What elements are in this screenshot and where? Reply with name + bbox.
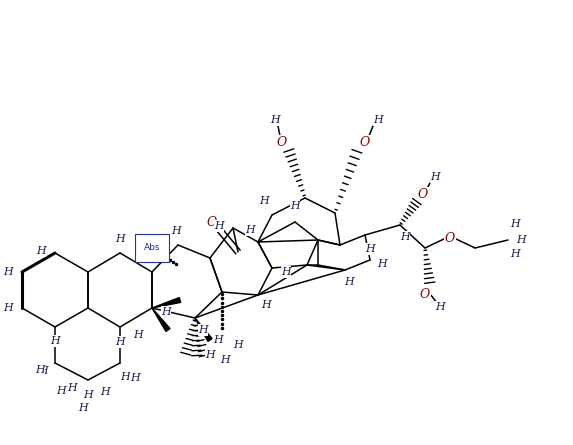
Text: H: H — [245, 225, 255, 235]
Text: H: H — [3, 303, 13, 313]
Text: Abs: Abs — [144, 243, 160, 252]
Text: H: H — [38, 366, 48, 376]
Text: H: H — [213, 335, 223, 345]
Text: H: H — [67, 383, 77, 393]
Text: H: H — [115, 234, 125, 244]
Text: H: H — [130, 373, 140, 383]
Text: O: O — [277, 135, 287, 149]
Text: H: H — [510, 219, 520, 229]
Text: H: H — [435, 302, 445, 312]
Text: H: H — [510, 249, 520, 259]
Text: H: H — [259, 196, 269, 206]
Text: O: O — [360, 135, 370, 149]
Text: H: H — [3, 267, 13, 277]
Text: H: H — [205, 350, 215, 360]
Text: O: O — [418, 187, 428, 201]
Text: H: H — [430, 172, 440, 182]
Text: H: H — [290, 201, 300, 211]
Text: H: H — [261, 300, 271, 310]
Text: H: H — [161, 307, 171, 317]
Text: H: H — [400, 232, 410, 242]
Text: H: H — [133, 330, 143, 340]
Text: H: H — [83, 390, 93, 400]
Text: O: O — [207, 217, 217, 230]
Text: H: H — [115, 337, 125, 347]
Text: H: H — [171, 226, 181, 236]
Text: H: H — [270, 115, 280, 125]
Text: H: H — [120, 372, 130, 382]
Polygon shape — [152, 298, 180, 308]
Text: O: O — [445, 231, 455, 244]
Text: H: H — [100, 387, 110, 397]
Text: H: H — [516, 235, 526, 245]
Text: H: H — [281, 267, 291, 277]
Text: O: O — [420, 287, 430, 300]
Text: H: H — [233, 340, 243, 350]
Text: H: H — [365, 244, 375, 254]
Text: H: H — [198, 325, 208, 335]
Text: H: H — [50, 336, 60, 346]
Text: H: H — [214, 221, 224, 231]
Text: H: H — [35, 365, 45, 375]
Polygon shape — [195, 318, 212, 341]
Polygon shape — [152, 308, 170, 332]
Text: H: H — [373, 115, 383, 125]
Text: H: H — [56, 386, 66, 396]
Text: H: H — [344, 277, 354, 287]
Text: H: H — [220, 355, 230, 365]
Text: H: H — [78, 403, 88, 413]
Text: H: H — [377, 259, 387, 269]
Text: H: H — [36, 246, 46, 256]
